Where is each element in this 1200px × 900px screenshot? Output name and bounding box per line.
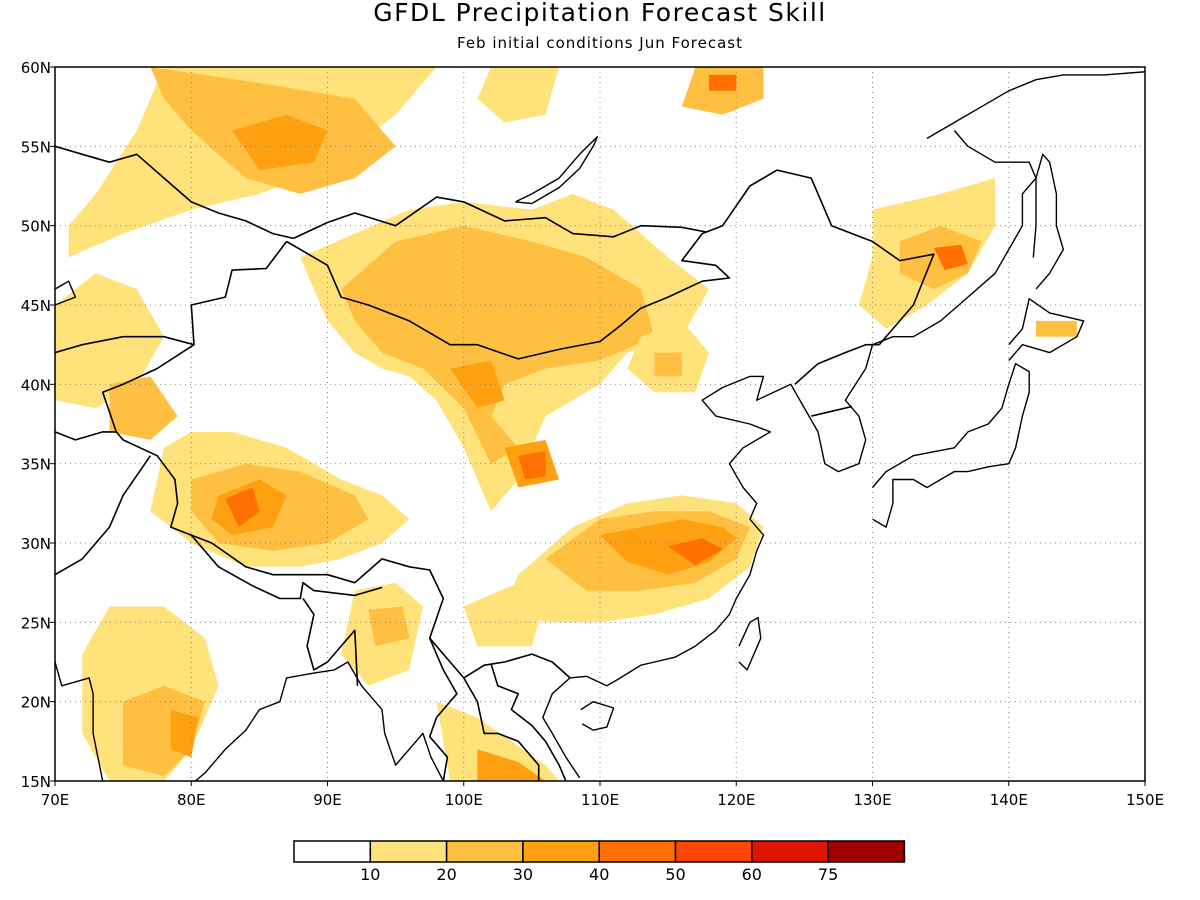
border-mongolia-russia bbox=[293, 196, 707, 240]
skill-region-qinghai-inner bbox=[518, 451, 546, 480]
lon-tick-label: 90E bbox=[313, 791, 342, 809]
skill-region-tibet-inner bbox=[225, 487, 260, 528]
coastline-indochina-coast bbox=[542, 677, 581, 779]
coastline-lake-baikal bbox=[515, 136, 598, 205]
border-india-nepal bbox=[190, 534, 383, 600]
lon-tick-label: 140E bbox=[990, 791, 1028, 809]
coastline-japan-honshu bbox=[871, 363, 1030, 528]
longitude-axis: 70E 80E 90E 100E 110E 120E 130E 140E 150E bbox=[41, 781, 1164, 809]
border-korea-dmz bbox=[811, 405, 853, 417]
coastline-hainan bbox=[580, 701, 615, 731]
skill-region-assam-core bbox=[368, 606, 410, 647]
colorbar-label: 10 bbox=[360, 865, 380, 884]
skill-region-north-china-core bbox=[654, 352, 682, 377]
border-china-mongolia bbox=[286, 169, 935, 360]
border-kazakh-kyrgyz bbox=[55, 335, 195, 354]
coastline-bay-of-bengal bbox=[194, 661, 444, 781]
lon-tick-label: 80E bbox=[177, 791, 206, 809]
lon-tick-label: 110E bbox=[581, 791, 619, 809]
coastline-okhotsk-north bbox=[926, 71, 1145, 140]
skill-region-tianshan bbox=[109, 376, 178, 440]
colorbar-swatch bbox=[369, 840, 448, 863]
border-laos-vietnam bbox=[490, 663, 567, 781]
colorbar-swatch bbox=[674, 840, 753, 863]
map-subtitle: Feb initial conditions Jun Forecast bbox=[457, 34, 743, 52]
lon-tick-label: 130E bbox=[853, 791, 891, 809]
skill-region-india-core bbox=[170, 709, 199, 758]
coastline-taiwan bbox=[738, 616, 762, 671]
border-china-kazakh bbox=[101, 241, 571, 679]
border-afghan-pak bbox=[55, 431, 117, 441]
skill-region-indochina-core bbox=[477, 749, 546, 781]
skill-region-indochina bbox=[436, 701, 560, 781]
colorbar-swatch bbox=[522, 840, 600, 863]
lat-tick-label: 20N bbox=[21, 694, 51, 712]
colorbar: 10 20 30 40 50 60 75 bbox=[293, 840, 906, 884]
colorbar-label: 40 bbox=[589, 865, 609, 884]
map-title: GFDL Precipitation Forecast Skill bbox=[373, 0, 827, 27]
colorbar-swatch bbox=[445, 840, 524, 863]
colorbar-label: 75 bbox=[818, 865, 838, 884]
lat-tick-label: 60N bbox=[21, 59, 51, 77]
border-kazakh-russia bbox=[55, 145, 294, 240]
lat-tick-label: 15N bbox=[21, 773, 51, 791]
lon-tick-label: 150E bbox=[1126, 791, 1164, 809]
colorbar-label: 60 bbox=[742, 865, 762, 884]
skill-shading-layer bbox=[55, 67, 1077, 781]
border-bangladesh bbox=[302, 598, 359, 686]
colorbar-swatch bbox=[598, 840, 677, 863]
lat-tick-label: 45N bbox=[21, 297, 51, 315]
border-myanmar-thai bbox=[428, 637, 458, 781]
lat-tick-label: 50N bbox=[21, 218, 51, 236]
skill-region-hokkaido bbox=[1036, 320, 1077, 337]
border-india-pak bbox=[55, 455, 152, 576]
coastline-layer bbox=[55, 71, 1145, 781]
coastline-east-asia-coast bbox=[569, 130, 1037, 687]
skill-region-mongolia-orange bbox=[341, 225, 655, 464]
coastline-india-west-coast bbox=[55, 661, 104, 781]
lon-tick-label: 70E bbox=[41, 791, 70, 809]
lat-tick-label: 35N bbox=[21, 456, 51, 474]
lon-tick-label: 100E bbox=[445, 791, 483, 809]
colorbar-label: 50 bbox=[665, 865, 685, 884]
skill-region-northeast-china-core bbox=[933, 244, 968, 271]
coastline-caspian-aral bbox=[55, 280, 77, 306]
latitude-axis: 15N 20N 25N 30N 35N 40N 45N 50N 55N 60N bbox=[21, 59, 55, 791]
graticule bbox=[55, 67, 1145, 781]
lat-tick-label: 30N bbox=[21, 535, 51, 553]
skill-region-kazakh-west bbox=[55, 273, 164, 409]
colorbar-swatch bbox=[827, 840, 906, 863]
lat-tick-label: 55N bbox=[21, 138, 51, 156]
lat-tick-label: 40N bbox=[21, 376, 51, 394]
lon-tick-label: 120E bbox=[717, 791, 755, 809]
border-layer bbox=[55, 145, 935, 781]
border-korea-border bbox=[794, 343, 880, 385]
skill-region-yangtze-inner bbox=[668, 538, 723, 566]
skill-region-siberia-north-mid bbox=[477, 67, 560, 123]
border-thai-laos bbox=[463, 677, 540, 781]
colorbar-swatch bbox=[293, 840, 372, 863]
coastline-japan-hokkaido bbox=[1008, 298, 1085, 361]
colorbar-label: 20 bbox=[436, 865, 456, 884]
colorbar-label: 30 bbox=[513, 865, 533, 884]
colorbar-swatch bbox=[751, 840, 829, 863]
coastline-sakhalin bbox=[1032, 153, 1065, 290]
skill-region-guangxi bbox=[463, 582, 546, 647]
lat-tick-label: 25N bbox=[21, 614, 51, 632]
skill-region-siberia-north-east-core bbox=[709, 74, 737, 91]
skill-region-siberia-west-core bbox=[232, 114, 328, 171]
